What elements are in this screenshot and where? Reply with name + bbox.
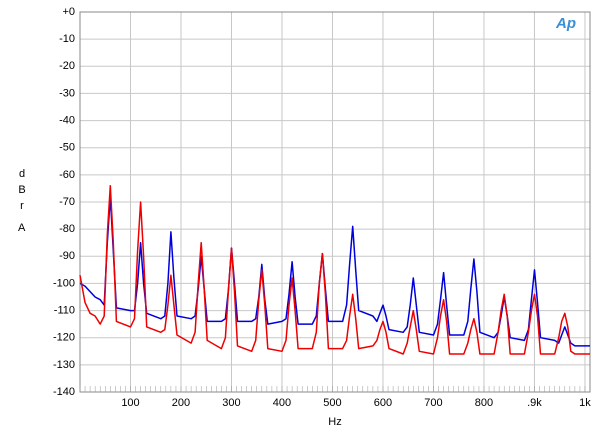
- y-tick-label: -90: [59, 250, 75, 262]
- x-tick-label: 400: [273, 397, 291, 409]
- x-tick-label: 200: [172, 397, 190, 409]
- y-tick-label: -120: [53, 332, 75, 344]
- x-tick-label: 500: [323, 397, 341, 409]
- y-tick-label: -60: [59, 169, 75, 181]
- x-tick-label: .9k: [527, 397, 542, 409]
- y-tick-label: -140: [53, 386, 75, 398]
- plot-frame: [79, 11, 591, 393]
- series-line: [79, 184, 590, 355]
- y-tick-label: -30: [59, 87, 75, 99]
- y-tick-label: -70: [59, 196, 75, 208]
- x-tick-label: 300: [222, 397, 240, 409]
- y-tick-label: +0: [62, 6, 75, 18]
- y-tick-label: -50: [59, 142, 75, 154]
- series-line: [79, 195, 590, 347]
- y-tick-label: -110: [54, 304, 75, 316]
- y-tick-label: -100: [53, 277, 75, 289]
- x-tick-label: 100: [121, 397, 139, 409]
- y-tick-label: -80: [59, 223, 75, 235]
- x-tick-label: 1k: [579, 397, 591, 409]
- y-tick-label: -40: [59, 114, 75, 126]
- y-axis-label: dBr: [18, 168, 26, 212]
- x-axis-label: Hz: [328, 416, 341, 428]
- x-tick-label: 700: [424, 397, 442, 409]
- x-tick-label: 800: [475, 397, 493, 409]
- y-tick-label: -20: [59, 60, 75, 72]
- y-axis-unit: A: [18, 222, 26, 234]
- y-tick-label: -10: [59, 33, 75, 45]
- y-tick-label: -130: [53, 359, 75, 371]
- logo: Ap: [555, 15, 576, 32]
- x-tick-label: 600: [374, 397, 392, 409]
